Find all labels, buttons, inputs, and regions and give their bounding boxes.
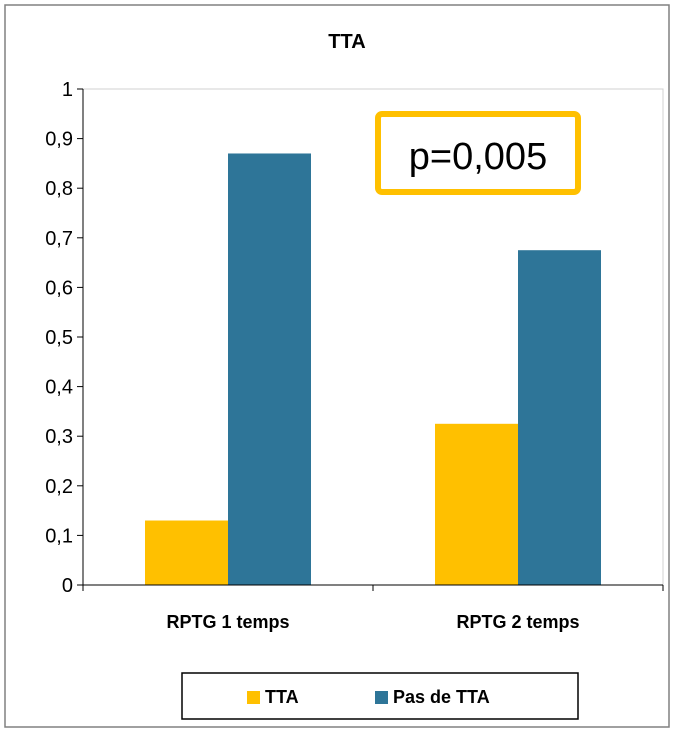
x-category-label: RPTG 2 temps (456, 612, 579, 632)
y-tick-label: 0,1 (45, 525, 73, 547)
y-tick-label: 0,7 (45, 228, 73, 250)
bar-pas-de-tta-1 (228, 153, 311, 586)
y-tick-label: 0,9 (45, 129, 73, 151)
legend-swatch-pas-de-tta (375, 691, 388, 704)
y-tick-label: 0 (62, 575, 73, 597)
y-tick-label: 0,2 (45, 476, 73, 498)
x-axis: RPTG 1 temps RPTG 2 temps (82, 584, 664, 632)
bars (145, 153, 601, 586)
y-tick-label: 0,3 (45, 426, 73, 448)
y-tick-label: 0,6 (45, 277, 73, 299)
y-tick-label: 0,4 (45, 377, 73, 399)
y-tick-label: 1 (62, 79, 73, 101)
y-axis: 0 0,1 0,2 0,3 0,4 0,5 0,6 0,7 0,8 0,9 1 (45, 79, 84, 597)
x-category-label: RPTG 1 temps (166, 612, 289, 632)
p-value-annotation: p=0,005 (375, 111, 581, 195)
y-tick-label: 0,5 (45, 327, 73, 349)
annotation-box (375, 111, 581, 195)
bar-pas-de-tta-2 (518, 250, 601, 585)
legend-label-tta: TTA (265, 687, 299, 707)
bar-tta-1 (145, 520, 228, 585)
y-tick-label: 0,8 (45, 178, 73, 200)
annotation-text: p=0,005 (409, 136, 547, 178)
legend: TTA Pas de TTA (181, 672, 579, 720)
legend-label-pas-de-tta: Pas de TTA (393, 687, 490, 707)
legend-swatch-tta (247, 691, 260, 704)
chart-title: TTA (328, 31, 365, 53)
bar-tta-2 (435, 423, 518, 585)
